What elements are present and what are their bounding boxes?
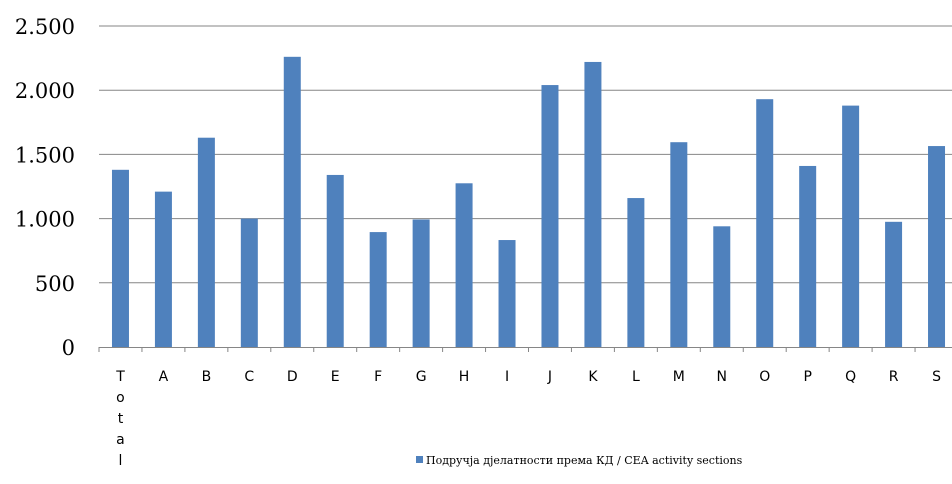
y-tick-label: 2.500 [15,15,75,39]
gridlines [99,25,952,284]
bar [326,174,344,347]
x-tick-label: D [287,369,298,385]
x-tick-label: E [331,369,340,385]
x-tick-label: H [459,369,470,385]
bar [240,218,258,347]
x-axis [98,347,952,352]
x-tick-label: F [374,369,382,385]
bar [842,105,860,347]
x-tick-label: R [889,369,899,385]
bar [928,146,946,347]
x-tick-label: P [803,369,811,385]
bar [541,85,559,348]
x-tick-label: I [505,369,509,385]
x-tick-label: N [717,369,727,385]
x-tick-label: M [673,369,685,385]
bar [455,183,473,347]
bar [713,226,731,347]
bar [885,221,903,347]
bar [154,191,172,347]
bar [283,56,301,347]
x-tick-label: B [202,369,212,385]
x-tick-label: O [759,369,770,385]
bar [498,240,516,347]
bar [412,219,430,347]
y-tick-label: 1.500 [15,143,75,167]
bars [111,56,946,348]
x-tick-label: J [547,369,552,385]
x-tick-label: K [588,369,598,385]
bar [756,99,774,347]
y-tick-label: 0 [62,336,75,360]
x-tick-label: G [416,369,427,385]
x-tick-label: S [932,369,941,385]
legend: Подручја дјелатности према КД / CEA acti… [416,454,743,467]
x-tick-label: C [244,369,254,385]
legend-label: Подручја дјелатности према КД / CEA acti… [426,454,743,467]
bar [197,137,215,347]
bar [111,169,129,347]
bar [627,198,645,347]
legend-swatch [416,456,423,463]
x-tick-label: A [159,369,169,385]
bar [369,232,387,347]
y-tick-label: 1.000 [15,208,75,232]
bar [799,165,817,347]
y-axis-tick-labels: 0 500 1.000 1.500 2.000 2.500 [15,15,75,360]
x-tick-label: L [632,369,640,385]
bar [670,142,688,347]
y-tick-label: 500 [35,272,75,296]
x-tick-label: Q [845,369,856,385]
bar [584,61,602,348]
y-tick-label: 2.000 [15,79,75,103]
